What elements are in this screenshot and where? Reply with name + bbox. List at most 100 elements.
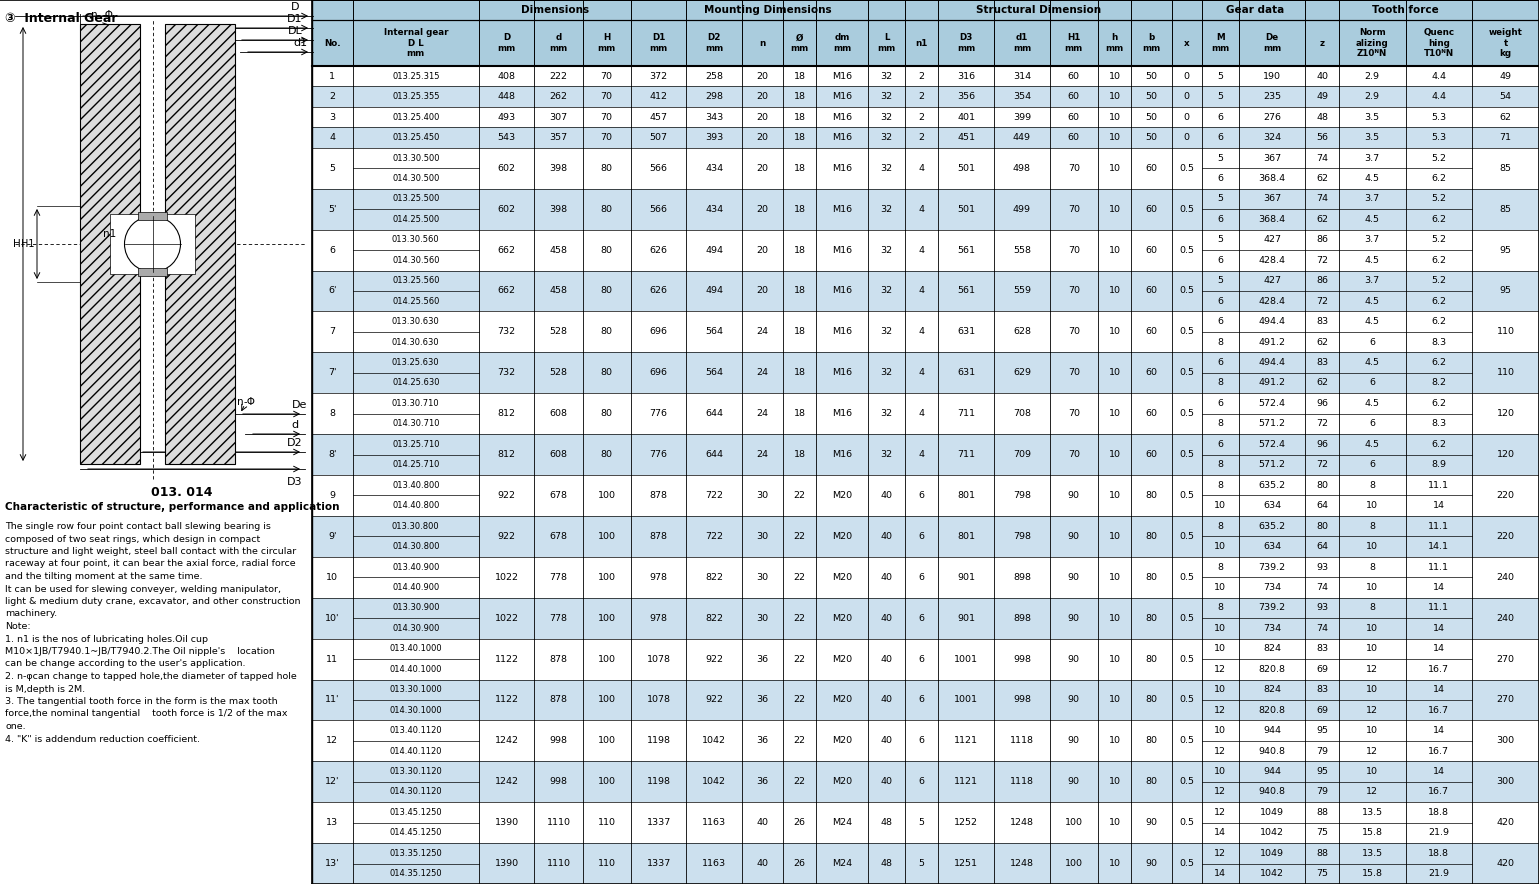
Text: 812: 812 (497, 409, 516, 418)
Text: 90: 90 (1068, 491, 1080, 500)
Text: 32: 32 (880, 327, 893, 336)
Text: 5: 5 (1217, 72, 1224, 80)
Text: 458: 458 (549, 286, 568, 295)
Text: 20: 20 (756, 133, 768, 142)
Text: 60: 60 (1068, 72, 1080, 80)
Text: 316: 316 (957, 72, 976, 80)
Text: 798: 798 (1013, 532, 1031, 541)
Text: 20: 20 (756, 92, 768, 101)
Text: 14: 14 (1433, 583, 1445, 592)
Text: 90: 90 (1068, 696, 1080, 705)
Text: 79: 79 (1316, 747, 1328, 756)
Text: 822: 822 (705, 573, 723, 582)
Text: can be change according to the user's application.: can be change according to the user's ap… (5, 659, 246, 668)
Text: 3.7: 3.7 (1365, 235, 1380, 244)
Text: 5: 5 (919, 819, 925, 827)
Text: 10: 10 (1108, 859, 1120, 868)
Text: 739.2: 739.2 (1259, 604, 1285, 613)
Text: 90: 90 (1068, 736, 1080, 745)
Text: 1248: 1248 (1010, 859, 1034, 868)
Text: 8: 8 (1370, 481, 1376, 490)
Text: 80: 80 (600, 450, 613, 459)
Text: 10: 10 (1367, 624, 1379, 633)
Text: 1242: 1242 (494, 736, 519, 745)
Text: 3: 3 (329, 112, 336, 122)
Text: 62: 62 (1316, 215, 1328, 224)
Text: M20: M20 (833, 573, 853, 582)
Text: 12: 12 (1367, 788, 1379, 796)
Text: 7: 7 (329, 327, 336, 336)
Text: d: d (291, 420, 299, 430)
Text: 62: 62 (1316, 338, 1328, 347)
Text: 20: 20 (756, 112, 768, 122)
Text: 222: 222 (549, 72, 568, 80)
Text: 4.4: 4.4 (1431, 72, 1447, 80)
Text: 80: 80 (1145, 736, 1157, 745)
Text: 93: 93 (1316, 562, 1328, 572)
Text: 5: 5 (1217, 194, 1224, 203)
Bar (312, 680, 1539, 720)
Text: 10: 10 (1214, 644, 1227, 653)
Text: 4: 4 (919, 369, 925, 377)
Text: 220: 220 (1496, 491, 1514, 500)
Text: 12: 12 (1367, 747, 1379, 756)
Text: 824: 824 (1264, 644, 1280, 653)
Text: 878: 878 (649, 532, 668, 541)
Text: 80: 80 (1145, 777, 1157, 786)
Text: 776: 776 (649, 409, 668, 418)
Text: De: De (292, 400, 308, 410)
Text: 367: 367 (1264, 194, 1280, 203)
Text: 6: 6 (919, 696, 925, 705)
Text: 343: 343 (705, 112, 723, 122)
Text: 922: 922 (497, 491, 516, 500)
Text: 014.25.710: 014.25.710 (392, 461, 440, 469)
Text: 5.2: 5.2 (1431, 235, 1447, 244)
Text: 72: 72 (1316, 461, 1328, 469)
Text: M16: M16 (833, 369, 853, 377)
Text: 307: 307 (549, 112, 568, 122)
Text: 12: 12 (1214, 705, 1227, 714)
Text: 678: 678 (549, 491, 568, 500)
Text: 420: 420 (1496, 859, 1514, 868)
Text: weight
t
kg: weight t kg (1488, 28, 1522, 57)
Text: n1: n1 (103, 229, 117, 239)
Text: h
mm: h mm (1105, 34, 1123, 53)
Text: n: n (237, 397, 243, 407)
Text: 18: 18 (794, 327, 805, 336)
Text: 18.8: 18.8 (1428, 849, 1450, 857)
Text: 13.5: 13.5 (1362, 808, 1382, 817)
Bar (312, 20, 1539, 66)
Text: 998: 998 (549, 777, 568, 786)
Text: 5: 5 (1217, 276, 1224, 286)
Text: 564: 564 (705, 327, 723, 336)
Text: 572.4: 572.4 (1259, 440, 1285, 449)
Text: 14: 14 (1433, 501, 1445, 510)
Text: 013.25.400: 013.25.400 (392, 112, 440, 122)
Text: 80: 80 (600, 205, 613, 214)
Bar (312, 230, 1539, 271)
Text: 16.7: 16.7 (1428, 747, 1450, 756)
Text: 80: 80 (1145, 491, 1157, 500)
Text: 100: 100 (597, 654, 616, 664)
Text: 8': 8' (328, 450, 337, 459)
Text: 8: 8 (1217, 378, 1224, 387)
Text: 32: 32 (880, 205, 893, 214)
Text: 0.5: 0.5 (1179, 246, 1194, 255)
Text: 74: 74 (1316, 624, 1328, 633)
Text: 110: 110 (597, 819, 616, 827)
Text: 18: 18 (794, 450, 805, 459)
Bar (312, 516, 1539, 557)
Text: DL: DL (288, 26, 302, 36)
Text: 2: 2 (329, 92, 336, 101)
Text: 32: 32 (880, 72, 893, 80)
Text: M10×1JB/T7940.1~JB/T7940.2.The Oil nipple's    location: M10×1JB/T7940.1~JB/T7940.2.The Oil nippl… (5, 647, 275, 656)
Text: 72: 72 (1316, 255, 1328, 265)
Text: 944: 944 (1264, 767, 1280, 776)
Text: 1022: 1022 (494, 613, 519, 622)
Text: 354: 354 (1013, 92, 1031, 101)
Text: 90: 90 (1068, 654, 1080, 664)
Text: 367: 367 (1264, 154, 1280, 163)
Text: 5': 5' (328, 205, 337, 214)
Text: 95: 95 (1499, 246, 1511, 255)
Text: 14: 14 (1433, 644, 1445, 653)
